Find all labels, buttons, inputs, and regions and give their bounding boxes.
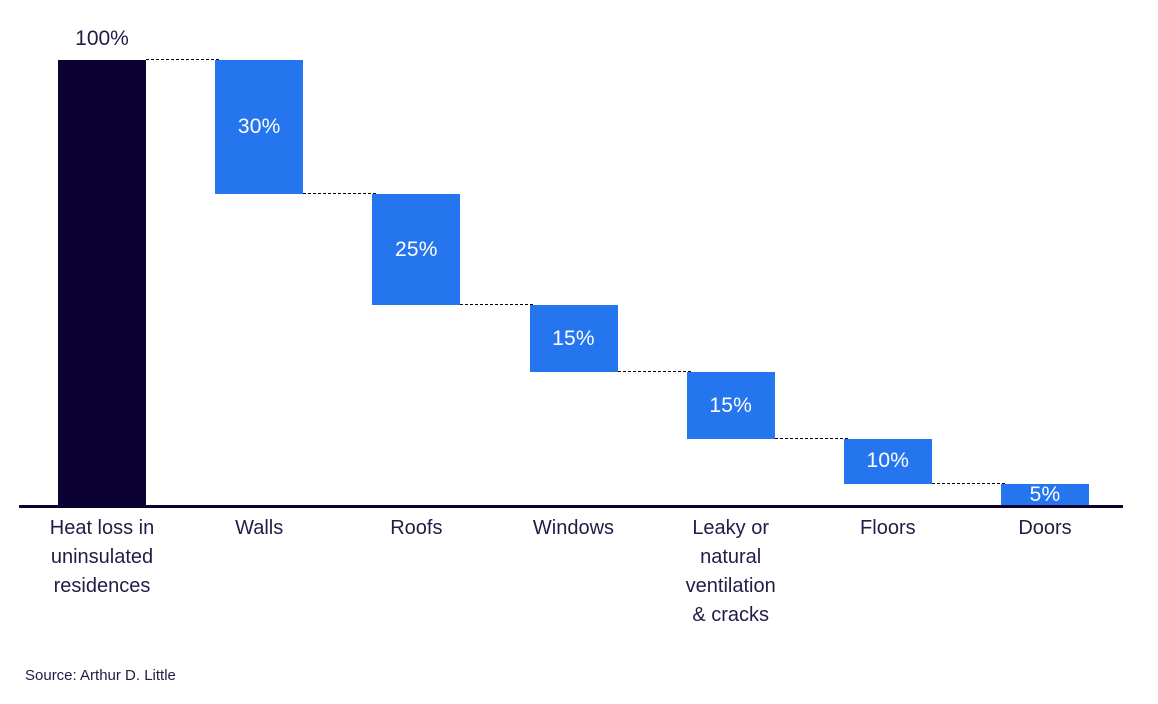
category-label-walls: Walls (235, 517, 284, 539)
bar-value-label: 25% (395, 237, 438, 261)
bar-value-label: 10% (866, 449, 910, 473)
source-note: Source: Arthur D. Little (25, 667, 176, 684)
total-value-label: 100% (75, 27, 129, 50)
connector-line (931, 482, 1005, 484)
connector-line (146, 59, 220, 60)
waterfall-bar-roofs (372, 193, 461, 306)
waterfall-bar-windows (529, 305, 618, 373)
category-label-roofs: Roofs (390, 517, 443, 539)
bar-value-label: 5% (1029, 482, 1061, 506)
connector-line (460, 304, 534, 306)
waterfall-bar-walls (215, 60, 304, 194)
waterfall-bar-doors (1001, 483, 1090, 506)
bar-value-label: 15% (552, 326, 595, 350)
waterfall-bar-heat-loss-in-uninsulated-residences (58, 60, 146, 506)
connector-line (303, 192, 377, 194)
waterfall-bar-leaky-or-natural-ventilation-cracks (686, 372, 775, 440)
connector-line (617, 371, 691, 373)
category-label-floors: Floors (860, 517, 916, 539)
connector-line (774, 438, 848, 440)
bar-value-label: 15% (709, 393, 752, 417)
category-label-doors: Doors (1018, 517, 1072, 539)
category-label-heat-loss-in-uninsulated-residences: Heat loss in uninsulated residences (49, 517, 155, 597)
x-axis-line (19, 505, 1123, 508)
category-label-leaky-or-natural-ventilation-cracks: Leaky or natural ventilation & cracks (685, 517, 776, 626)
waterfall-bar-floors (843, 439, 932, 484)
bar-value-label: 30% (237, 114, 281, 138)
category-label-windows: Windows (532, 517, 615, 539)
